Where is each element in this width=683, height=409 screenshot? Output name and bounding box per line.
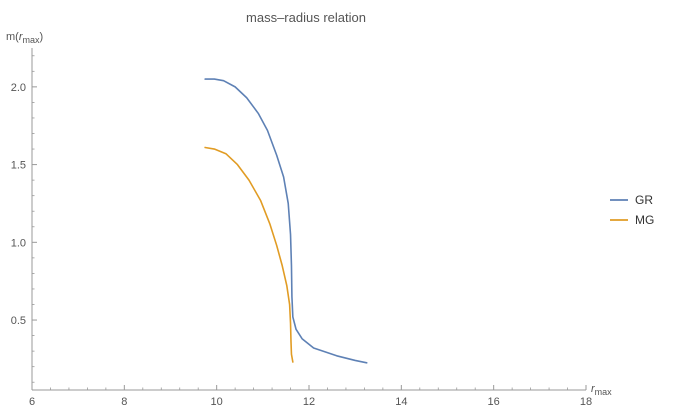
series-line-mg [204, 146, 294, 363]
y-axis-label-main: r [19, 31, 24, 43]
legend: GR MG [610, 193, 654, 227]
y-axis-label-suffix: ) [40, 31, 44, 43]
y-tick-label: 2.0 [11, 82, 26, 94]
chart-title: mass–radius relation [246, 10, 366, 25]
series-layer [204, 78, 368, 364]
x-tick-label: 8 [121, 396, 127, 408]
x-tick-label: 18 [580, 396, 592, 408]
series-line-gr [204, 78, 368, 364]
legend-label-mg: MG [635, 213, 654, 227]
y-tick-label: 0.5 [11, 315, 26, 327]
x-axis-label-subscript: max [595, 387, 613, 397]
x-tick-label: 10 [211, 396, 223, 408]
legend-label-gr: GR [635, 193, 653, 207]
x-tick-label: 14 [395, 396, 407, 408]
x-axis-label-main: r [591, 383, 596, 395]
x-axis-label: rmax [591, 383, 612, 397]
y-axis-label-subscript: max [23, 35, 41, 45]
svg-text:rmax: rmax [591, 383, 612, 397]
x-tick-label: 12 [303, 396, 315, 408]
y-axis-label: m(rmax) [6, 31, 43, 45]
svg-text:m(rmax): m(rmax) [6, 31, 43, 45]
x-tick-label: 6 [29, 396, 35, 408]
x-tick-label: 16 [488, 396, 500, 408]
axes: 6 8 10 12 14 16 18 0.5 1.0 1.5 2.0 [11, 48, 592, 408]
y-tick-label: 1.5 [11, 160, 26, 172]
y-axis-label-prefix: m( [6, 31, 19, 43]
y-tick-label: 1.0 [11, 237, 26, 249]
